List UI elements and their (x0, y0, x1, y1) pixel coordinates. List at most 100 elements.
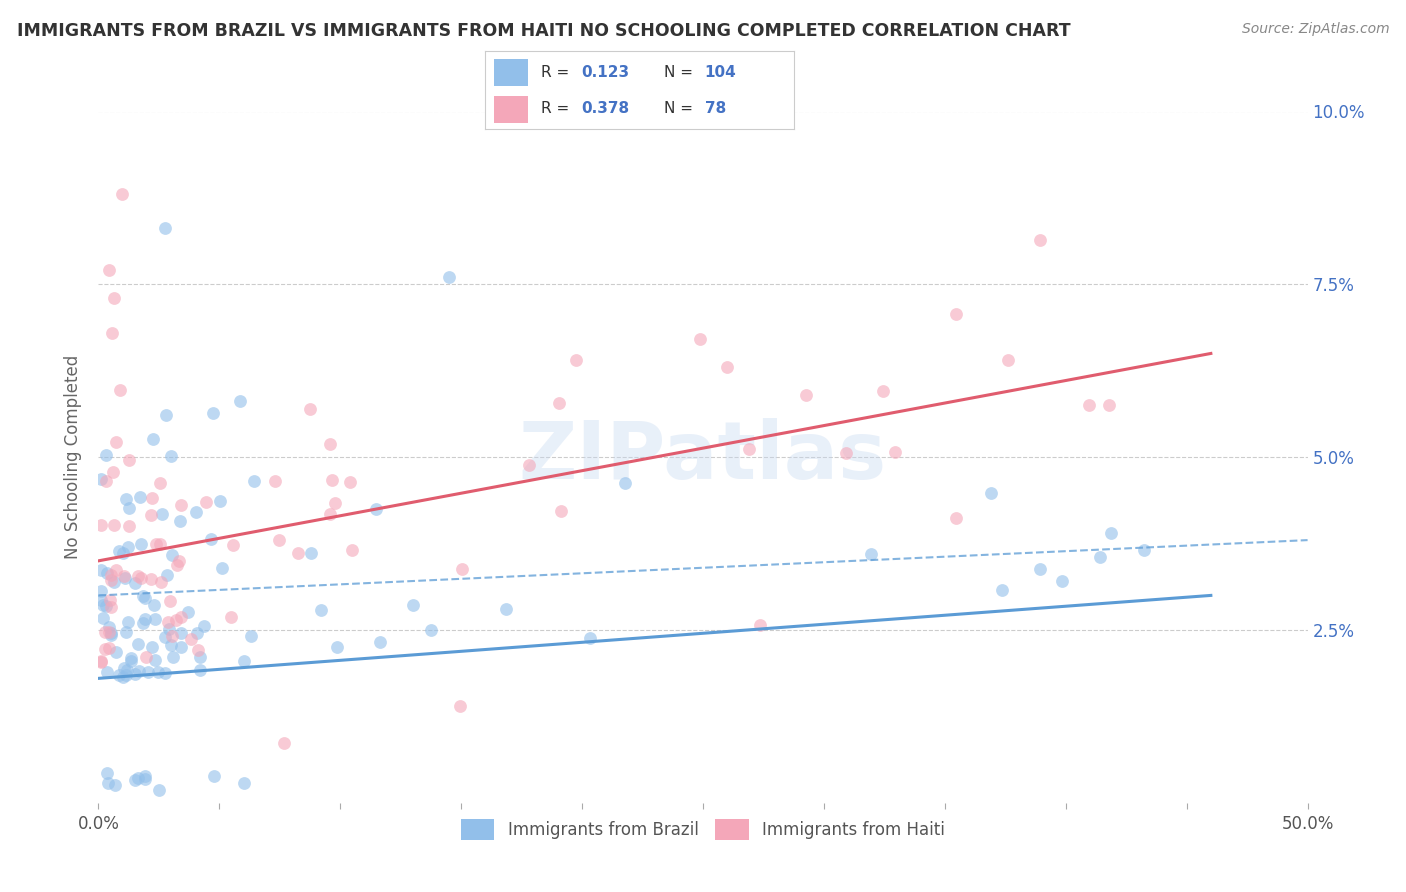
Point (1078, 398, 1101, 412)
Point (112, 661, 135, 675)
Point (134, 772, 156, 786)
Point (299, 402, 322, 417)
Point (157, 622, 180, 636)
Point (437, 269, 460, 284)
Point (221, 538, 243, 552)
Point (326, 640, 349, 655)
Point (945, 511, 967, 525)
Point (157, 615, 180, 630)
Point (1050, 574, 1073, 589)
Point (148, 782, 170, 797)
Point (211, 560, 233, 574)
Point (263, 474, 285, 488)
Point (155, 408, 177, 422)
Point (94, 599, 117, 613)
Point (142, 432, 165, 446)
Point (96, 475, 118, 489)
Point (124, 773, 146, 788)
Point (273, 736, 295, 750)
Point (153, 630, 176, 644)
Point (243, 475, 266, 489)
Point (135, 649, 157, 664)
Legend: Immigrants from Brazil, Immigrants from Haiti: Immigrants from Brazil, Immigrants from … (454, 813, 952, 847)
Point (449, 698, 471, 713)
Point (565, 352, 588, 367)
Point (991, 582, 1014, 597)
Point (129, 537, 152, 551)
Point (1133, 542, 1156, 557)
Point (127, 771, 149, 785)
Point (111, 187, 134, 202)
Text: Source: ZipAtlas.com: Source: ZipAtlas.com (1241, 22, 1389, 37)
Point (132, 589, 155, 603)
Point (129, 490, 152, 504)
Point (127, 568, 149, 582)
Point (202, 406, 225, 420)
Point (104, 645, 127, 659)
Point (132, 615, 155, 630)
Point (945, 307, 967, 321)
Point (794, 388, 817, 402)
Point (112, 568, 135, 582)
Text: 78: 78 (704, 101, 725, 116)
Point (98, 641, 121, 656)
Point (145, 537, 167, 551)
Point (186, 626, 208, 640)
Point (188, 663, 211, 677)
Point (100, 573, 122, 587)
Point (169, 514, 191, 528)
Point (319, 437, 342, 451)
Point (342, 542, 364, 557)
Point (100, 599, 122, 614)
Point (117, 540, 139, 554)
Point (450, 562, 472, 576)
Point (136, 665, 159, 680)
Point (716, 359, 738, 374)
Point (93, 624, 115, 639)
Point (134, 612, 156, 626)
Point (517, 458, 540, 472)
Point (980, 485, 1002, 500)
Point (94, 642, 117, 657)
Point (613, 476, 636, 491)
Point (96, 448, 118, 462)
Text: 0.123: 0.123 (581, 65, 628, 80)
Point (105, 564, 128, 578)
Point (107, 544, 129, 558)
Point (159, 450, 181, 464)
Point (90, 656, 112, 670)
Point (110, 383, 132, 397)
Y-axis label: No Schooling Completed: No Schooling Completed (65, 355, 83, 559)
Point (124, 576, 146, 591)
Point (100, 626, 122, 640)
Point (103, 517, 125, 532)
Point (162, 649, 184, 664)
Point (859, 547, 882, 561)
Point (115, 624, 138, 639)
Point (689, 332, 711, 346)
Point (100, 567, 122, 582)
Point (997, 352, 1019, 367)
Point (141, 508, 163, 523)
Point (139, 572, 162, 586)
Point (170, 610, 193, 624)
Point (155, 568, 177, 582)
Point (96, 566, 118, 580)
Point (287, 546, 309, 560)
Point (91, 611, 114, 625)
Point (177, 605, 200, 619)
Point (180, 632, 202, 646)
Point (835, 446, 858, 460)
Point (1099, 526, 1122, 541)
Point (96, 665, 118, 680)
Point (103, 575, 125, 590)
Point (239, 629, 262, 643)
Point (160, 629, 183, 643)
Point (167, 554, 190, 568)
Point (128, 664, 150, 678)
Point (159, 638, 181, 652)
Point (100, 628, 122, 642)
Point (299, 546, 322, 560)
Point (153, 221, 176, 235)
Text: N =: N = (665, 65, 693, 80)
